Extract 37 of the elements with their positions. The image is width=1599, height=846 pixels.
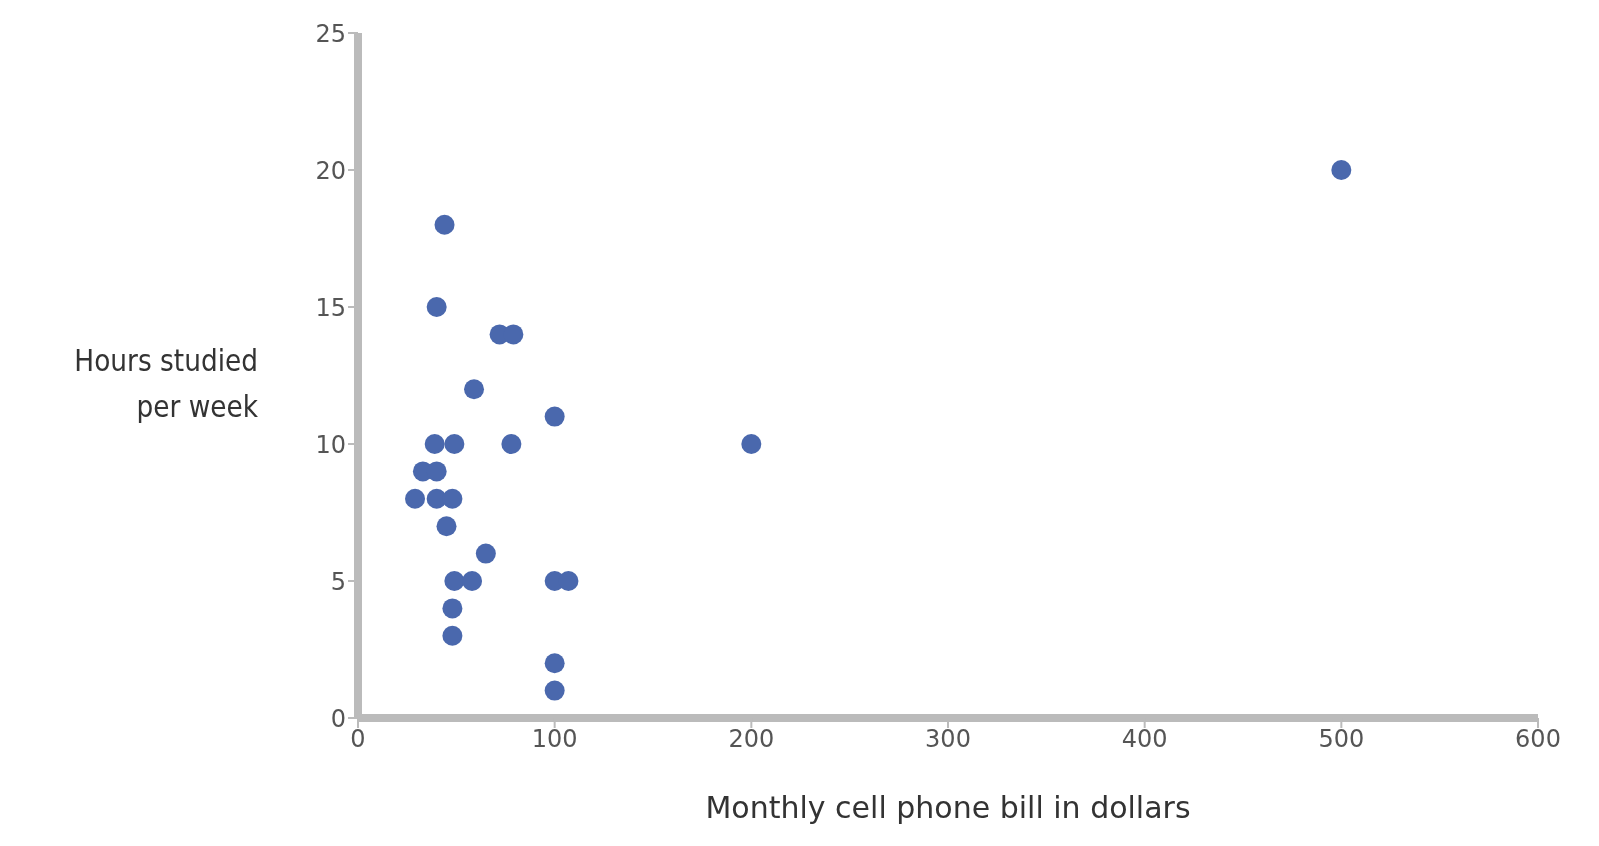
point <box>444 571 465 591</box>
y-tick-label: 20 <box>315 156 346 185</box>
point <box>558 571 579 591</box>
x-tick-label: 400 <box>1121 725 1168 754</box>
x-tick-label: 100 <box>531 725 578 754</box>
y-tick-label: 15 <box>315 293 346 322</box>
y-tick-label: 10 <box>315 430 346 459</box>
x-tick-label: 0 <box>350 725 366 754</box>
x-axis-title: Monthly cell phone bill in dollars <box>705 790 1191 825</box>
y-axis-title: Hours studied per week <box>73 342 258 426</box>
point <box>1331 160 1352 180</box>
y-tick-label: 5 <box>330 567 346 596</box>
point <box>442 598 463 619</box>
point <box>444 434 465 454</box>
point <box>462 571 483 591</box>
point <box>405 488 426 509</box>
point <box>434 214 455 235</box>
point <box>464 379 485 400</box>
point <box>501 434 522 454</box>
point <box>442 488 463 509</box>
point <box>544 406 565 427</box>
y-tick-label: 0 <box>330 704 346 733</box>
point <box>741 434 762 454</box>
point <box>436 516 457 537</box>
point <box>475 543 496 564</box>
point <box>442 625 463 646</box>
point <box>426 297 447 317</box>
point <box>544 680 565 701</box>
point <box>426 461 447 482</box>
point <box>424 434 445 454</box>
x-tick-label: 600 <box>1515 725 1561 754</box>
point <box>544 653 565 674</box>
x-tick-label: 500 <box>1318 725 1365 754</box>
y-tick-label: 25 <box>315 19 346 48</box>
x-tick-label: 200 <box>728 725 775 754</box>
x-tick-label: 300 <box>925 725 971 754</box>
point <box>503 324 524 345</box>
